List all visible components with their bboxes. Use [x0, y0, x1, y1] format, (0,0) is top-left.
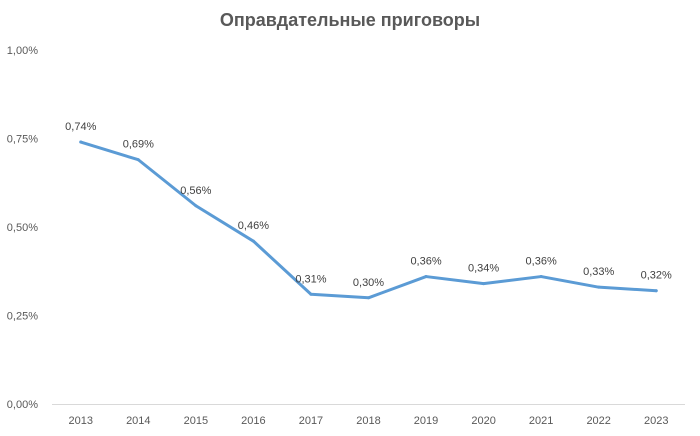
data-point: [597, 285, 601, 289]
data-label: 0,31%: [295, 273, 326, 285]
data-point: [539, 275, 543, 279]
data-point: [482, 282, 486, 286]
data-point: [309, 292, 313, 296]
data-label: 0,30%: [353, 277, 384, 289]
x-tick-label: 2016: [241, 415, 265, 427]
x-tick-label: 2017: [299, 415, 323, 427]
y-tick-label: 1,00%: [7, 45, 38, 57]
data-label: 0,34%: [468, 263, 499, 275]
y-tick-label: 0,00%: [7, 399, 38, 411]
series-line: [79, 140, 658, 300]
data-label: 0,56%: [180, 185, 211, 197]
x-tick-label: 2023: [644, 415, 668, 427]
data-point: [194, 204, 198, 208]
x-tick-label: 2018: [356, 415, 380, 427]
chart-title: Оправдательные приговоры: [219, 10, 481, 30]
data-label: 0,69%: [123, 139, 154, 151]
data-point: [424, 275, 428, 279]
x-tick-label: 2014: [126, 415, 150, 427]
data-label: 0,36%: [410, 256, 441, 268]
x-tick-label: 2015: [184, 415, 208, 427]
x-tick-label: 2020: [471, 415, 495, 427]
data-point: [367, 296, 370, 300]
data-label: 0,46%: [238, 220, 269, 232]
x-tick-label: 2022: [586, 415, 610, 427]
data-label: 0,36%: [526, 256, 557, 268]
x-tick-label: 2019: [414, 415, 438, 427]
x-tick-label: 2013: [69, 415, 93, 427]
data-point: [79, 140, 83, 144]
data-point: [654, 289, 658, 293]
data-point: [251, 239, 255, 243]
data-label: 0,74%: [65, 121, 96, 133]
data-point: [136, 158, 140, 162]
data-label: 0,32%: [641, 270, 672, 282]
data-label: 0,33%: [583, 266, 614, 278]
y-tick-label: 0,25%: [7, 311, 38, 323]
x-tick-label: 2021: [529, 415, 553, 427]
y-tick-label: 0,75%: [7, 134, 38, 146]
y-tick-label: 0,50%: [7, 222, 38, 234]
